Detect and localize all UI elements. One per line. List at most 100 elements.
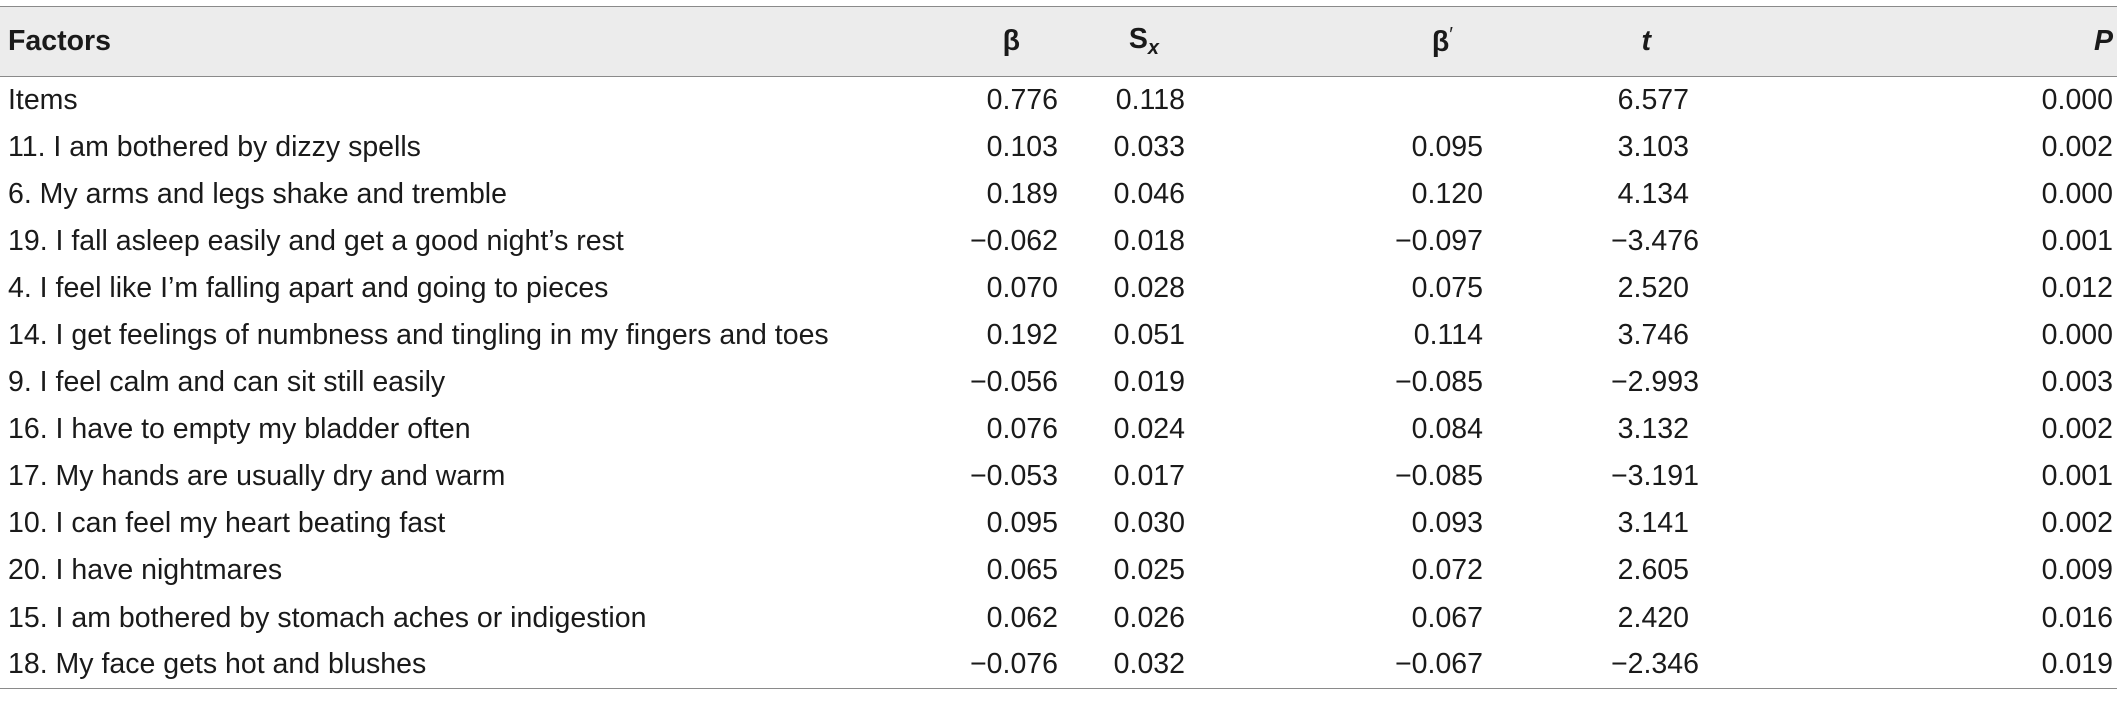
header-sx: Sx (1090, 6, 1335, 77)
cell-beta: 0.776 (986, 83, 1058, 116)
cell-t: 3.132 (1617, 413, 1689, 446)
cell-factor: 9. I feel calm and can sit still easily (8, 366, 446, 399)
cell-p: 0.016 (2041, 601, 2113, 634)
cell-beta-prime: 0.075 (1411, 271, 1483, 304)
table-row: 19. I fall asleep easily and get a good … (0, 218, 2117, 265)
cell-factor: 4. I feel like I’m falling apart and goi… (8, 271, 609, 304)
cell-sx: 0.025 (1113, 554, 1185, 587)
cell-beta: −0.076 (940, 641, 1090, 690)
table-row: 20. I have nightmares 0.065 0.025 0.072 2.60… (0, 547, 2117, 594)
header-row: Factors β Sx β′ t P (0, 6, 2117, 77)
cell-sx: 0.028 (1113, 271, 1185, 304)
table-header: Factors β Sx β′ t P (0, 6, 2117, 77)
cell-beta: −0.053 (970, 460, 1058, 493)
cell-factor: 19. I fall asleep easily and get a good … (8, 224, 624, 257)
cell-beta: 0.070 (986, 271, 1058, 304)
cell-sx: 0.030 (1113, 507, 1185, 540)
cell-factor: 15. I am bothered by stomach aches or in… (8, 601, 647, 634)
cell-beta-prime: 0.095 (1411, 130, 1483, 163)
cell-p: 0.002 (2041, 413, 2113, 446)
cell-t: −2.346 (1603, 641, 1871, 690)
cell-beta: 0.095 (986, 507, 1058, 540)
cell-t: 2.520 (1617, 271, 1689, 304)
cell-p: 0.001 (2041, 460, 2113, 493)
header-factors: Factors (0, 6, 940, 77)
cell-factor: 17. My hands are usually dry and warm (8, 460, 506, 493)
cell-sx: 0.017 (1113, 460, 1185, 493)
header-beta-prime: β′ (1335, 6, 1603, 77)
table-row: 9. I feel calm and can sit still easily −… (0, 359, 2117, 406)
cell-beta-prime: 0.114 (1413, 319, 1483, 352)
table-row: 16. I have to empty my bladder often 0.07… (0, 406, 2117, 453)
table-row: 11. I am bothered by dizzy spells 0.103 0.… (0, 124, 2117, 171)
cell-sx: 0.046 (1113, 177, 1185, 210)
cell-t: −3.191 (1611, 460, 1699, 493)
cell-beta-prime: 0.067 (1411, 601, 1483, 634)
cell-factor: 18. My face gets hot and blushes (0, 641, 940, 690)
cell-p: 0.019 (1871, 641, 2117, 690)
cell-t: 6.577 (1617, 83, 1689, 116)
header-beta-prime-main: β (1431, 26, 1450, 58)
cell-sx: 0.033 (1113, 130, 1185, 163)
cell-beta-prime: −0.097 (1395, 224, 1483, 257)
cell-beta: 0.189 (986, 177, 1058, 210)
regression-table: Factors β Sx β′ t P Items 0.776 0.118 6.577… (0, 6, 2117, 690)
cell-beta: −0.056 (970, 366, 1058, 399)
table-row: 15. I am bothered by stomach aches or in… (0, 595, 2117, 642)
cell-factor: 6. My arms and legs shake and tremble (8, 177, 507, 210)
header-p: P (1871, 6, 2117, 77)
cell-sx: 0.051 (1113, 319, 1185, 352)
cell-t: 4.134 (1617, 177, 1689, 210)
cell-sx: 0.024 (1113, 413, 1185, 446)
cell-beta-prime: 0.093 (1411, 507, 1483, 540)
table-row: 18. My face gets hot and blushes −0.076 0.… (0, 641, 2117, 690)
cell-factor: 14. I get feelings of numbness and tingl… (8, 319, 829, 352)
table-row: 10. I can feel my heart beating fast 0.09… (0, 500, 2117, 547)
cell-t: 3.141 (1617, 507, 1689, 540)
cell-t: −2.993 (1611, 366, 1699, 399)
cell-p: 0.002 (2041, 130, 2113, 163)
cell-beta-prime (1335, 77, 1603, 124)
table-row: 17. My hands are usually dry and warm −0.… (0, 453, 2117, 500)
cell-factor: 11. I am bothered by dizzy spells (8, 130, 421, 163)
cell-beta: 0.076 (986, 413, 1058, 446)
cell-beta: 0.065 (986, 554, 1058, 587)
cell-beta-prime: 0.084 (1411, 413, 1483, 446)
table-row: 4. I feel like I’m falling apart and goi… (0, 265, 2117, 312)
header-sx-sub: x (1147, 37, 1159, 59)
table-row: 14. I get feelings of numbness and tingl… (0, 312, 2117, 359)
table-body: Items 0.776 0.118 6.577 0.000 11. I am bother… (0, 77, 2117, 690)
header-sx-main: S (1128, 23, 1148, 55)
cell-p: 0.000 (2041, 177, 2113, 210)
cell-t: −3.476 (1611, 224, 1699, 257)
cell-sx: 0.032 (1090, 641, 1335, 690)
cell-beta-prime: −0.085 (1395, 366, 1483, 399)
table-row: 6. My arms and legs shake and tremble 0.1… (0, 171, 2117, 218)
cell-p: 0.001 (2041, 224, 2113, 257)
cell-factor: 16. I have to empty my bladder often (8, 413, 471, 446)
cell-beta: 0.062 (986, 601, 1058, 634)
cell-t: 3.746 (1617, 319, 1689, 352)
cell-p: 0.009 (2041, 554, 2113, 587)
cell-beta: 0.192 (986, 319, 1058, 352)
cell-beta-prime: −0.067 (1335, 641, 1603, 690)
table-row: Items 0.776 0.118 6.577 0.000 (0, 77, 2117, 124)
cell-beta: −0.062 (970, 224, 1058, 257)
cell-p: 0.000 (2041, 83, 2113, 116)
regression-table-container: Factors β Sx β′ t P Items 0.776 0.118 6.577… (0, 6, 2117, 690)
header-beta-prime-sup: ′ (1449, 24, 1453, 46)
cell-p: 0.012 (2041, 271, 2113, 304)
cell-beta-prime: −0.085 (1395, 460, 1483, 493)
header-t: t (1603, 6, 1871, 77)
cell-beta-prime: 0.120 (1411, 177, 1483, 210)
cell-p: 0.003 (2041, 366, 2113, 399)
cell-factor: Items (8, 83, 78, 116)
cell-t: 2.420 (1617, 601, 1689, 634)
cell-sx: 0.026 (1113, 601, 1185, 634)
cell-factor: 10. I can feel my heart beating fast (8, 507, 446, 540)
cell-sx: 0.118 (1115, 83, 1185, 116)
cell-factor: 20. I have nightmares (8, 554, 283, 587)
cell-sx: 0.019 (1113, 366, 1185, 399)
cell-t: 2.605 (1617, 554, 1689, 587)
cell-sx: 0.018 (1113, 224, 1185, 257)
